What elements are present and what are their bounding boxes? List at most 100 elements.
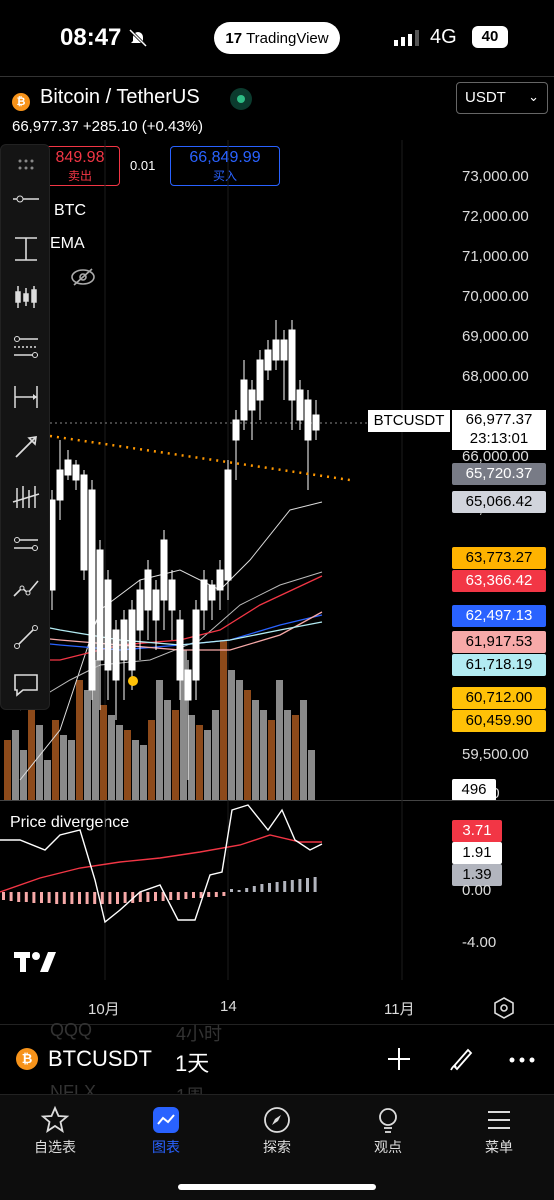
tab-watchlist[interactable]: 自选表: [15, 1103, 95, 1157]
price-level-tag: 65,720.37: [452, 463, 546, 485]
histogram-bar: [40, 892, 43, 903]
histogram-bar: [154, 892, 157, 901]
histogram-bar: [237, 890, 241, 892]
home-indicator: [178, 1184, 376, 1190]
price-axis-label: 70,000.00: [462, 288, 529, 305]
histogram-bar: [131, 892, 135, 903]
trend-line-icon[interactable]: [10, 621, 42, 653]
eye-hidden-icon[interactable]: [70, 266, 96, 293]
horizontal-line-icon[interactable]: [10, 183, 42, 215]
price-axis-label: 69,000.00: [462, 328, 529, 345]
divergence-indicator[interactable]: [0, 800, 450, 980]
pair-title[interactable]: Bitcoin / TetherUS: [40, 86, 200, 108]
more-options-icon[interactable]: [508, 1052, 536, 1070]
vertical-range-icon[interactable]: [10, 233, 42, 265]
volume-bar: [276, 680, 283, 800]
tab-menu[interactable]: 菜单: [459, 1103, 539, 1157]
tradingview-pill[interactable]: 17 TradingView: [214, 22, 340, 54]
signal-line-red: [0, 834, 322, 893]
bar-countdown: 23:13:01: [469, 430, 529, 447]
currency-select[interactable]: USDT ⌄: [456, 82, 548, 114]
histogram-bar: [268, 883, 271, 892]
network-type: 4G: [430, 26, 457, 48]
volume-bar: [180, 650, 187, 800]
candle-body: [272, 339, 280, 361]
volume-bar: [68, 740, 75, 800]
candle-body: [296, 389, 304, 421]
volume-bar: [204, 730, 211, 800]
candle-body: [64, 459, 72, 476]
histogram-bar: [78, 892, 81, 904]
price-level-tag: 61,917.53: [452, 631, 546, 653]
volume-bar: [108, 715, 115, 800]
candle-body: [240, 379, 248, 421]
date-range-icon[interactable]: [10, 381, 42, 413]
histogram-bar: [222, 892, 226, 896]
fork-tool-icon[interactable]: [10, 481, 42, 513]
candle-body: [280, 339, 288, 361]
volume-bar: [140, 745, 147, 800]
histogram-bar: [176, 892, 180, 900]
currency-select-value: USDT: [465, 89, 506, 106]
candle-body: [168, 579, 176, 611]
histogram-bar: [245, 888, 249, 892]
price-level-tag: 60,459.90: [452, 710, 546, 732]
add-indicator-icon[interactable]: [386, 1046, 412, 1077]
drawing-brush-icon[interactable]: [448, 1044, 476, 1077]
mute-bell-icon: [128, 28, 148, 48]
price-level-tag: 63,773.27: [452, 547, 546, 569]
price-change-line: 66,977.37 +285.10 (+0.43%): [12, 118, 203, 135]
tab-ideas[interactable]: 观点: [348, 1103, 428, 1157]
tab-chart[interactable]: 图表: [126, 1103, 206, 1157]
price-axis-label: 66,000.00: [462, 448, 529, 465]
bitcoin-icon: ₿: [16, 1048, 38, 1070]
symbol-selector[interactable]: BTCUSDT: [48, 1046, 152, 1071]
price-axis-label: 72,000.00: [462, 208, 529, 225]
battery-indicator: 40: [472, 26, 508, 48]
volume-bar: [100, 705, 107, 800]
volume-bar: [172, 710, 179, 800]
arrow-tool-icon[interactable]: [10, 431, 42, 463]
candle-body: [224, 469, 232, 581]
ind-axis-zero: 0.00: [462, 882, 492, 899]
histogram-bar: [9, 892, 13, 901]
signal-icon: [394, 30, 422, 51]
timeframe-selector[interactable]: 1天: [175, 1051, 210, 1076]
candle-body: [304, 399, 312, 441]
pattern-tool-icon[interactable]: [10, 529, 42, 561]
ind-tag-grey: 1.39: [452, 864, 502, 886]
buy-button[interactable]: 66,849.99 买入: [170, 146, 280, 186]
drawing-toolbar: [0, 144, 50, 710]
sell-price: 849.98: [55, 149, 105, 166]
pane-divider[interactable]: [0, 800, 554, 801]
candle-body: [144, 569, 152, 611]
sell-button[interactable]: 849.98 卖出: [40, 146, 120, 186]
price-chart[interactable]: [0, 140, 450, 800]
histogram-bar: [313, 877, 317, 892]
volume-bar: [76, 680, 83, 800]
price-level-tag: 63,366.42: [452, 570, 546, 592]
tab-label: 探索: [263, 1139, 291, 1155]
volume-bar: [116, 725, 123, 800]
indicator-label[interactable]: Price divergence: [10, 814, 130, 831]
price-axis-label: 73,000.00: [462, 168, 529, 185]
candle-tool-icon[interactable]: [10, 281, 42, 313]
volume-bar: [252, 700, 259, 800]
tab-explore[interactable]: 探索: [237, 1103, 317, 1157]
legend-symbol[interactable]: BTC: [54, 202, 86, 219]
histogram-bar: [24, 892, 28, 902]
legend-ema[interactable]: EMA: [50, 235, 85, 252]
histogram-bar: [70, 892, 74, 904]
x-label-oct: 10月: [88, 1001, 120, 1018]
candle-body: [152, 589, 160, 621]
fib-retracement-icon[interactable]: [10, 331, 42, 363]
chart-settings-icon[interactable]: [492, 996, 516, 1020]
path-tool-icon[interactable]: [10, 573, 42, 605]
volume-bar: [244, 690, 251, 800]
candle-body: [232, 419, 240, 441]
histogram-bar: [290, 880, 294, 892]
ma-line-white: [19, 501, 323, 781]
comment-icon[interactable]: [10, 669, 42, 701]
volume-bar: [292, 715, 299, 800]
drag-handle-icon[interactable]: [10, 149, 42, 181]
